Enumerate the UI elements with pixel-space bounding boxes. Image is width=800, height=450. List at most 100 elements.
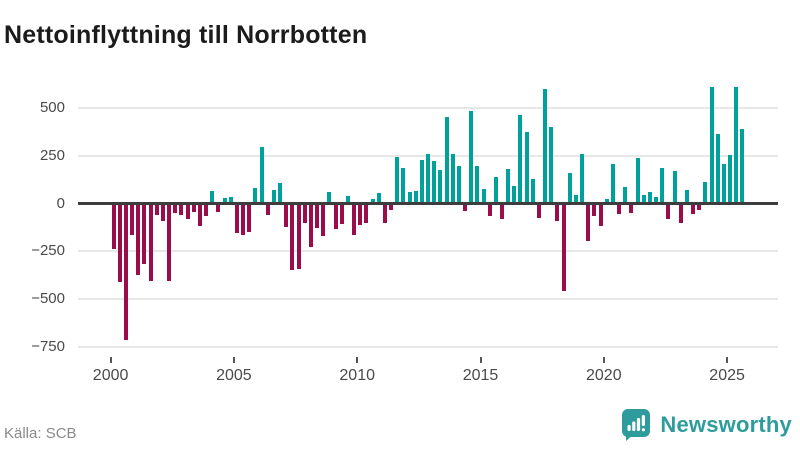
bar-2017-Q2 — [536, 205, 541, 219]
bar-2008-Q3 — [321, 205, 326, 237]
bar-2017-Q4 — [549, 126, 554, 202]
bar-2004-Q1 — [210, 190, 215, 202]
bar-2018-Q2 — [561, 205, 566, 291]
bar-2021-Q1 — [629, 205, 634, 213]
bar-2006-Q2 — [265, 205, 270, 215]
bar-2001-Q2 — [142, 205, 147, 265]
bar-2023-Q1 — [678, 205, 683, 224]
bar-2021-Q3 — [641, 195, 646, 202]
bar-2010-Q1 — [358, 205, 363, 226]
bar-2006-Q3 — [271, 189, 276, 202]
bar-2013-Q3 — [444, 117, 449, 202]
bar-2005-Q3 — [247, 205, 252, 232]
y-axis-label-500: 500 — [39, 99, 65, 117]
bar-2009-Q2 — [339, 205, 344, 225]
bar-2011-Q2 — [389, 205, 394, 210]
x-axis-label-2025: 2025 — [709, 367, 745, 384]
bar-2024-Q2 — [709, 86, 714, 202]
gridline-−500 — [78, 297, 778, 300]
x-axis-tick-2020 — [602, 357, 605, 363]
bar-2005-Q2 — [241, 205, 246, 235]
bar-2010-Q3 — [370, 199, 375, 202]
gridline-−250 — [78, 250, 778, 253]
bar-2003-Q1 — [185, 205, 190, 220]
bar-2017-Q3 — [543, 89, 548, 202]
bar-2000-Q3 — [123, 205, 128, 340]
bar-2012-Q4 — [426, 154, 430, 202]
bar-2022-Q1 — [654, 197, 659, 202]
bar-2024-Q4 — [721, 164, 726, 202]
bar-2002-Q1 — [160, 205, 165, 222]
bar-2025-Q2 — [734, 86, 739, 202]
bar-2024-Q1 — [703, 181, 708, 202]
bar-2008-Q4 — [327, 192, 332, 202]
bar-2019-Q3 — [592, 205, 597, 217]
bar-2021-Q4 — [647, 191, 652, 202]
y-axis-label-−750: −750 — [31, 337, 65, 355]
x-axis-label-2015: 2015 — [462, 367, 499, 384]
newsworthy-logo-text: Newsworthy — [660, 412, 792, 437]
y-axis-label-−250: −250 — [31, 242, 65, 260]
newsworthy-logo[interactable]: Newsworthy — [621, 408, 792, 442]
bar-2025-Q1 — [728, 154, 733, 202]
x-axis-tick-2025 — [726, 357, 729, 363]
zero-axis-line — [78, 202, 778, 205]
gridline-−750 — [78, 345, 778, 348]
bar-2000-Q1 — [111, 205, 116, 249]
bar-2013-Q4 — [450, 154, 455, 202]
bar-2016-Q1 — [506, 168, 511, 202]
x-axis-label-2010: 2010 — [339, 367, 375, 384]
bar-2007-Q1 — [284, 205, 289, 227]
bar-2009-Q1 — [333, 205, 338, 229]
bar-2019-Q1 — [580, 154, 585, 202]
bar-2025-Q3 — [740, 129, 745, 202]
bar-2015-Q4 — [499, 205, 504, 220]
bar-2016-Q4 — [524, 132, 529, 202]
bar-2020-Q2 — [610, 163, 615, 202]
bar-2014-Q1 — [456, 165, 461, 202]
bar-2007-Q2 — [290, 205, 295, 270]
y-axis-label-250: 250 — [39, 146, 65, 164]
bar-2007-Q4 — [302, 205, 307, 224]
bar-2021-Q2 — [635, 158, 640, 202]
bar-2013-Q1 — [432, 160, 437, 202]
source-label: Källa: SCB — [4, 425, 77, 442]
bar-2023-Q3 — [691, 205, 696, 214]
x-axis-tick-2010 — [356, 357, 359, 363]
bar-2017-Q1 — [530, 179, 535, 202]
bar-2011-Q4 — [401, 167, 406, 202]
bar-2012-Q1 — [407, 192, 412, 202]
y-axis-label-0: 0 — [56, 194, 65, 212]
x-axis-tick-2000 — [109, 357, 112, 363]
bar-2022-Q4 — [672, 170, 677, 202]
bar-2024-Q3 — [715, 134, 720, 202]
bar-2006-Q1 — [259, 146, 264, 202]
page-title: Nettoinflyttning till Norrbotten — [4, 20, 368, 49]
bar-2020-Q1 — [604, 199, 609, 202]
bar-2001-Q3 — [148, 205, 153, 282]
bar-2008-Q2 — [315, 205, 320, 228]
bar-2009-Q3 — [345, 196, 350, 202]
bar-2003-Q4 — [204, 205, 209, 217]
bar-2004-Q3 — [222, 198, 227, 202]
bar-2015-Q3 — [493, 177, 498, 202]
bar-2011-Q1 — [382, 205, 387, 224]
x-axis-tick-2005 — [232, 357, 235, 363]
bar-2001-Q4 — [154, 205, 159, 216]
bar-2003-Q3 — [197, 205, 202, 226]
bar-2016-Q3 — [518, 115, 523, 202]
bar-2005-Q1 — [234, 205, 239, 233]
x-axis-label-2020: 2020 — [586, 367, 622, 384]
bar-2003-Q2 — [191, 205, 196, 212]
bar-2013-Q2 — [438, 169, 443, 202]
bar-2023-Q2 — [684, 189, 689, 202]
bar-2020-Q4 — [623, 186, 628, 202]
bar-2004-Q4 — [228, 197, 233, 202]
bar-2002-Q4 — [179, 205, 184, 215]
bar-2007-Q3 — [296, 205, 301, 269]
bar-2022-Q2 — [660, 167, 665, 202]
chart-plot-area: 500 250 0 −250 −500 −750 2000 2005 2010 2015 2020 2… — [31, 86, 778, 384]
bar-2008-Q1 — [308, 205, 313, 247]
bar-2014-Q2 — [463, 205, 467, 211]
bar-2010-Q4 — [376, 193, 381, 202]
